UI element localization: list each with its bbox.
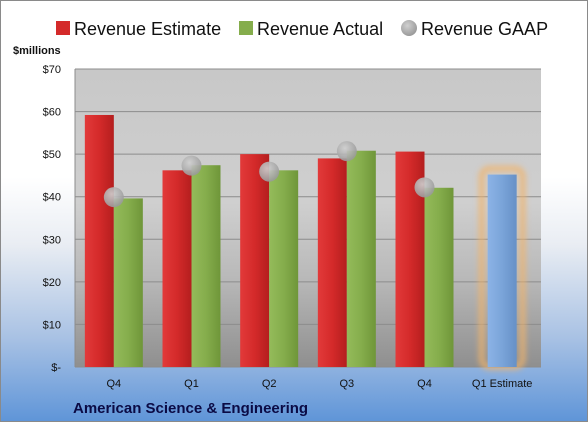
x-tick-label: Q1 bbox=[184, 378, 199, 390]
marker-revenue-gaap bbox=[414, 177, 435, 198]
marker-revenue-gaap bbox=[181, 155, 202, 176]
marker-revenue-gaap bbox=[259, 161, 280, 182]
bar-revenue-actual bbox=[346, 150, 376, 367]
bar-revenue-actual bbox=[113, 198, 143, 367]
bar-q1-estimate bbox=[487, 174, 517, 367]
legend: Revenue Estimate Revenue Actual Revenue … bbox=[56, 19, 548, 39]
marker-revenue-gaap bbox=[336, 141, 357, 162]
y-tick-label: $- bbox=[51, 362, 61, 374]
x-axis-ticks: Q4 Q1 Q2 Q3 Q4 Q1 Estimate bbox=[106, 378, 532, 390]
legend-swatch-revenue-actual bbox=[239, 21, 253, 35]
gridlines bbox=[74, 68, 541, 368]
legend-swatch-revenue-estimate bbox=[56, 21, 70, 35]
y-tick-label: $40 bbox=[43, 192, 61, 204]
y-tick-label: $60 bbox=[43, 107, 61, 119]
x-tick-label: Q3 bbox=[339, 378, 354, 390]
y-tick-label: $70 bbox=[43, 64, 61, 76]
legend-label-revenue-estimate: Revenue Estimate bbox=[74, 19, 221, 39]
x-tick-label: Q1 Estimate bbox=[472, 378, 533, 390]
marker-revenue-gaap bbox=[103, 187, 124, 208]
x-tick-label: Q4 bbox=[417, 378, 432, 390]
x-tick-label: Q2 bbox=[262, 378, 277, 390]
bar-revenue-actual bbox=[424, 187, 454, 367]
bar-revenue-estimate bbox=[317, 158, 347, 367]
bar-revenue-estimate bbox=[162, 170, 192, 367]
legend-swatch-revenue-gaap bbox=[401, 20, 417, 36]
chart-marks bbox=[84, 114, 526, 370]
y-tick-label: $20 bbox=[43, 277, 61, 289]
y-tick-label: $30 bbox=[43, 234, 61, 246]
x-tick-label: Q4 bbox=[106, 378, 121, 390]
y-axis-ticks: $- $10 $20 $30 $40 $50 $60 $70 bbox=[43, 64, 62, 374]
bar-revenue-estimate bbox=[84, 114, 114, 367]
legend-label-revenue-actual: Revenue Actual bbox=[257, 19, 383, 39]
y-tick-label: $50 bbox=[43, 149, 61, 161]
units-label: $millions bbox=[13, 45, 61, 57]
bar-revenue-actual bbox=[191, 165, 221, 367]
company-name: American Science & Engineering bbox=[73, 400, 308, 417]
bar-revenue-actual bbox=[269, 170, 299, 367]
y-tick-label: $10 bbox=[43, 319, 61, 331]
plot-area bbox=[75, 69, 541, 367]
legend-label-revenue-gaap: Revenue GAAP bbox=[421, 19, 548, 39]
bar-revenue-estimate bbox=[240, 154, 270, 367]
